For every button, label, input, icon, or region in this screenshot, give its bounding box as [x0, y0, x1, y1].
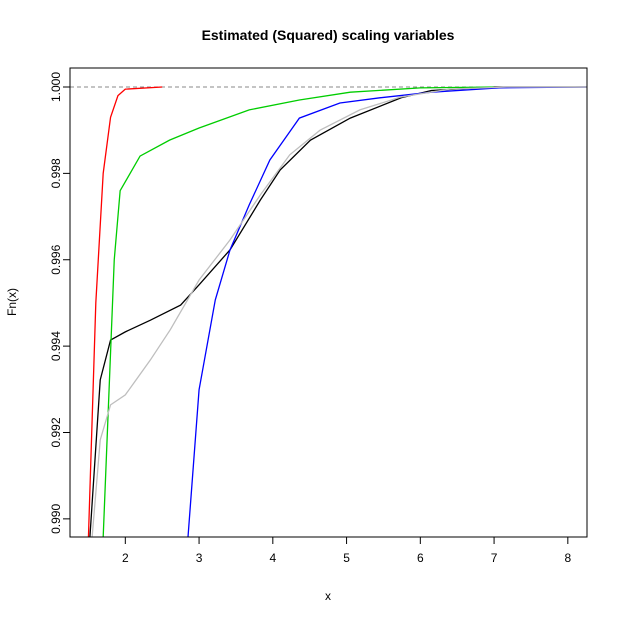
x-tick-label: 4 [269, 551, 276, 565]
y-tick-label: 1.000 [49, 72, 63, 102]
chart-title: Estimated (Squared) scaling variables [202, 27, 455, 43]
y-tick-label: 0.994 [49, 331, 63, 361]
x-tick-label: 7 [491, 551, 498, 565]
x-tick-label: 2 [122, 551, 129, 565]
y-axis-label: Fn(x) [5, 288, 19, 316]
y-tick-label: 0.992 [49, 417, 63, 447]
x-tick-label: 5 [343, 551, 350, 565]
x-tick-label: 6 [417, 551, 424, 565]
ecdf-line [102, 86, 495, 537]
ecdf-line [87, 86, 163, 537]
y-tick-label: 0.990 [49, 504, 63, 534]
plot-frame [69, 67, 588, 538]
plot-area [87, 86, 587, 537]
x-axis-label: x [325, 589, 331, 603]
x-tick-label: 3 [196, 551, 203, 565]
x-tick-label: 8 [564, 551, 571, 565]
y-tick-label: 0.996 [49, 244, 63, 274]
ecdf-line [91, 86, 587, 537]
y-tick-label: 0.998 [49, 158, 63, 188]
ecdf-line [89, 86, 587, 537]
ecdf-line [187, 86, 587, 537]
